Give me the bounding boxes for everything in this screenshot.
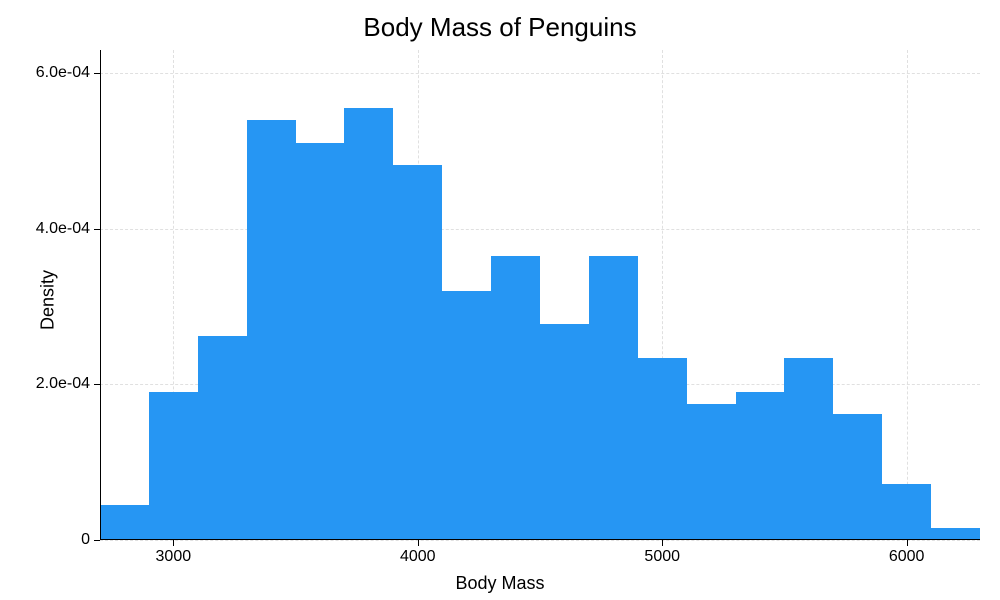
y-axis-label: Density [38,270,59,330]
histogram-bar [540,324,589,540]
x-axis-line [100,539,980,540]
chart-title: Body Mass of Penguins [0,12,1000,43]
chart-container: Body Mass of Penguins Density Body Mass … [0,0,1000,600]
histogram-bar [736,392,785,540]
y-axis-line [100,50,101,540]
histogram-bar [344,108,393,540]
histogram-bar [589,256,638,540]
grid-line-h [100,229,980,230]
x-tick-mark [662,540,663,546]
grid-line-h [100,540,980,541]
y-tick-label: 6.0e-04 [36,64,100,82]
grid-line-h [100,73,980,74]
x-axis-label: Body Mass [0,573,1000,594]
histogram-bar [833,414,882,540]
x-tick-mark [907,540,908,546]
x-tick-mark [418,540,419,546]
y-tick-label: 4.0e-04 [36,220,100,238]
histogram-bar [198,336,247,540]
histogram-bar [638,358,687,540]
histogram-bar [100,505,149,540]
y-tick-label: 2.0e-04 [36,375,100,393]
x-tick-mark [173,540,174,546]
grid-line-v [907,50,908,540]
plot-inner: 02.0e-044.0e-046.0e-043000400050006000 [100,50,980,540]
histogram-bar [149,392,198,540]
histogram-bar [393,165,442,540]
histogram-bar [687,404,736,540]
histogram-bar [882,484,931,540]
histogram-bar [442,291,491,540]
histogram-bar [296,143,345,540]
histogram-bar [784,358,833,540]
histogram-bar [491,256,540,540]
y-tick-mark [94,540,100,541]
plot-area: 02.0e-044.0e-046.0e-043000400050006000 [100,50,980,540]
histogram-bar [247,120,296,540]
